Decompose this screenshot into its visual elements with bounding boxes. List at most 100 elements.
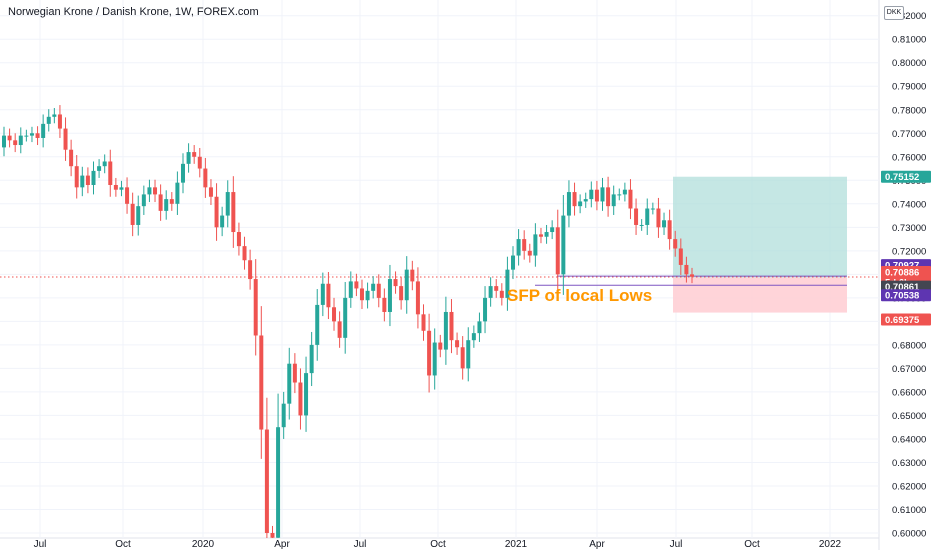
candle-body: [259, 335, 264, 430]
candle-body: [175, 182, 180, 204]
candle-body: [555, 227, 560, 275]
candle-body: [488, 286, 493, 298]
candle-body: [304, 373, 309, 416]
candle-body: [236, 232, 241, 247]
candle-body: [639, 224, 644, 226]
candle-body: [225, 192, 230, 216]
candle-body: [74, 166, 79, 188]
candle-body: [583, 199, 588, 202]
candle-body: [63, 128, 68, 150]
candle-body: [511, 255, 516, 270]
candle-body: [533, 234, 538, 256]
candle-body: [281, 403, 286, 428]
candle-body: [359, 288, 364, 301]
candle-body: [662, 220, 667, 228]
candle-body: [684, 264, 689, 275]
candle-body: [18, 135, 23, 146]
candle-body: [572, 192, 577, 207]
candle-body: [130, 203, 135, 225]
candle-body: [527, 250, 532, 256]
candle-body: [242, 246, 247, 261]
candle-body: [421, 314, 426, 331]
candle-body: [505, 269, 510, 298]
x-tick-label: 2021: [505, 539, 528, 550]
candle-body: [287, 363, 292, 404]
candle-body: [41, 123, 46, 138]
candle-body: [477, 321, 482, 334]
candle-body: [320, 283, 325, 305]
x-tick-label: Jul: [670, 539, 683, 550]
candle-body: [387, 279, 392, 312]
candle-body: [628, 189, 633, 209]
candle-body: [264, 429, 269, 533]
y-tick-label: 0.64000: [892, 434, 926, 445]
candle-body: [606, 187, 611, 207]
candle-body: [326, 283, 331, 308]
x-tick-label: Apr: [274, 539, 290, 550]
candle-body: [371, 283, 376, 291]
y-tick-label: 0.65000: [892, 411, 926, 422]
candle-body: [600, 187, 605, 202]
candle-body: [376, 283, 381, 298]
candle-body: [169, 199, 174, 204]
y-tick-label: 0.68000: [892, 340, 926, 351]
price-label: 0.70886: [885, 268, 919, 279]
y-tick-label: 0.79000: [892, 82, 926, 93]
profit-zone: [673, 176, 847, 278]
candle-body: [438, 342, 443, 350]
candle-body: [203, 168, 208, 188]
candle-body: [382, 297, 387, 312]
candle-body: [343, 297, 348, 338]
candle-body: [449, 311, 454, 341]
candle-body: [650, 208, 655, 210]
price-label: 0.69375: [885, 315, 920, 326]
candle-body: [2, 135, 6, 148]
candle-body: [141, 194, 146, 207]
candle-body: [136, 206, 141, 225]
y-tick-label: 0.82000: [892, 11, 926, 22]
candle-body: [617, 194, 622, 196]
y-tick-label: 0.63000: [892, 458, 926, 469]
loss-zone: [673, 277, 847, 313]
candle-body: [634, 208, 639, 225]
candle-body: [46, 116, 51, 124]
candle-body: [270, 533, 275, 538]
price-label: 0.75152: [885, 172, 919, 183]
candle-body: [427, 330, 432, 376]
y-tick-label: 0.72000: [892, 246, 926, 257]
candle-body: [147, 187, 152, 195]
candle-body: [499, 290, 504, 298]
candle-body: [298, 382, 303, 416]
candle-body: [164, 199, 169, 211]
y-tick-label: 0.62000: [892, 481, 926, 492]
candle-body: [186, 152, 191, 164]
candle-body: [656, 208, 661, 228]
x-tick-label: 2022: [819, 539, 842, 550]
x-tick-label: Oct: [115, 539, 131, 550]
candle-body: [354, 281, 359, 289]
candle-body: [566, 192, 571, 216]
candle-body: [153, 187, 158, 195]
candle-body: [125, 187, 130, 204]
candle-body: [561, 215, 566, 275]
candle-body: [69, 149, 74, 167]
price-label: 0.70861: [885, 282, 920, 293]
currency-badge[interactable]: DKK: [884, 6, 904, 20]
candle-body: [667, 220, 672, 240]
candle-body: [108, 161, 113, 185]
x-tick-label: Oct: [430, 539, 446, 550]
candle-body: [455, 340, 460, 348]
candle-body: [404, 269, 409, 301]
candle-body: [29, 133, 34, 136]
candle-body: [550, 227, 555, 233]
candle-body: [415, 281, 420, 315]
candle-body: [214, 196, 219, 228]
candle-body: [276, 427, 281, 538]
candle-body: [673, 239, 678, 249]
price-label-box: [881, 289, 931, 302]
y-tick-label: 0.77000: [892, 129, 926, 140]
y-tick-label: 0.73000: [892, 223, 926, 234]
price-label: 0.70538: [885, 291, 919, 302]
candle-body: [119, 187, 124, 190]
